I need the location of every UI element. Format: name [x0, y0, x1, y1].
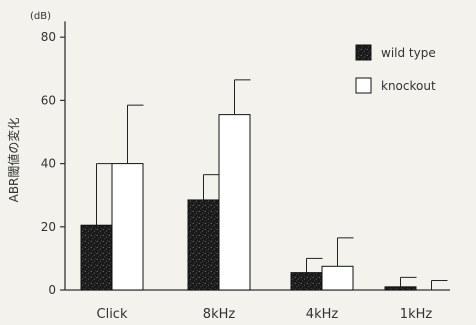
y-tick-label: 20 — [41, 220, 56, 234]
bar-wild-type-4khz — [290, 272, 323, 291]
legend-swatch-wild-type — [355, 44, 372, 61]
y-tick-label: 40 — [41, 157, 56, 171]
x-tick-label: 4kHz — [306, 307, 339, 322]
legend: wild type knockout — [355, 44, 436, 94]
x-labels-group: Click 8kHz 4kHz 1kHz — [97, 307, 433, 322]
bar-wild-type-1khz — [384, 286, 417, 291]
y-tick-label: 80 — [41, 30, 56, 44]
x-tick-label: 1kHz — [400, 307, 433, 322]
y-axis-label: ABR閾値の変化 — [6, 118, 21, 203]
bar-knockout-4khz — [321, 265, 354, 291]
y-unit-label: (dB) — [30, 11, 51, 22]
bar-wild-type-8khz — [187, 199, 220, 291]
x-tick-label: Click — [97, 307, 128, 322]
bar-knockout-8khz — [218, 114, 251, 291]
legend-label-wild-type: wild type — [381, 46, 436, 60]
bar-knockout-click — [111, 163, 144, 291]
legend-swatch-knockout — [355, 77, 372, 94]
y-tick-label: 60 — [41, 93, 56, 107]
x-tick-label: 8kHz — [203, 307, 236, 322]
legend-label-knockout: knockout — [381, 79, 436, 93]
y-tick-label: 0 — [48, 283, 56, 297]
bar-wild-type-click — [80, 224, 113, 291]
bars-group — [80, 79, 448, 291]
